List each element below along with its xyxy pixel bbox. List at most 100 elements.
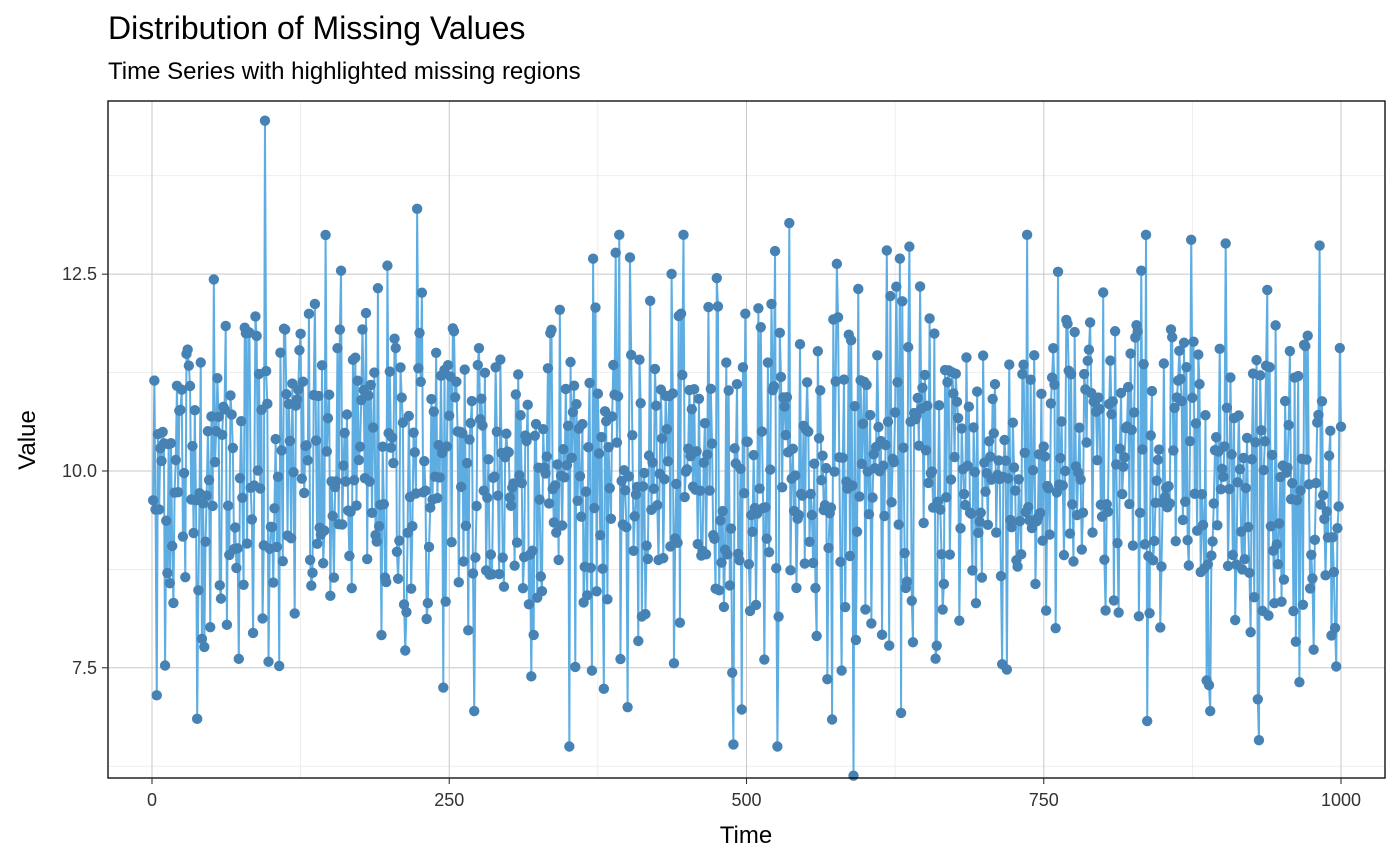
data-point xyxy=(407,521,418,532)
data-point xyxy=(1200,410,1211,421)
data-point xyxy=(420,485,431,496)
data-point xyxy=(1023,501,1034,513)
data-point xyxy=(1180,496,1191,507)
data-point xyxy=(1294,677,1305,688)
data-point xyxy=(562,420,574,432)
data-point xyxy=(750,599,762,611)
data-point xyxy=(817,450,828,461)
data-point xyxy=(448,326,460,337)
data-point xyxy=(237,492,248,503)
data-point xyxy=(303,308,315,320)
data-point xyxy=(1290,636,1302,647)
data-point xyxy=(950,368,961,380)
data-point xyxy=(937,604,948,615)
data-point xyxy=(252,465,264,476)
data-point xyxy=(570,661,581,673)
data-point xyxy=(363,390,374,401)
data-point xyxy=(1249,592,1260,603)
data-point xyxy=(790,470,801,481)
data-point xyxy=(1156,561,1167,572)
data-point xyxy=(637,481,649,492)
data-point xyxy=(1008,462,1020,473)
data-point xyxy=(805,488,816,500)
data-point xyxy=(581,590,593,601)
data-point xyxy=(876,629,888,640)
data-point xyxy=(294,345,305,356)
data-point xyxy=(759,654,770,665)
data-point xyxy=(987,393,998,405)
data-point xyxy=(912,392,923,404)
data-point xyxy=(903,341,914,353)
data-point xyxy=(1036,388,1047,400)
data-point xyxy=(497,552,508,563)
data-point xyxy=(1077,507,1089,518)
data-point xyxy=(929,328,940,339)
data-point xyxy=(1273,518,1285,529)
data-point xyxy=(806,509,818,521)
data-point xyxy=(1025,374,1036,385)
data-point xyxy=(811,630,822,642)
data-point xyxy=(995,570,1007,582)
data-point xyxy=(771,563,782,574)
data-point xyxy=(313,390,324,402)
data-point xyxy=(331,476,342,487)
data-point xyxy=(360,307,372,319)
data-point xyxy=(491,426,503,437)
y-axis-title: Value xyxy=(14,410,41,470)
data-point xyxy=(577,418,588,430)
data-point xyxy=(595,530,606,541)
data-point xyxy=(1227,549,1239,561)
data-point xyxy=(153,504,165,515)
data-point xyxy=(307,567,318,579)
data-point xyxy=(270,433,281,445)
data-point xyxy=(1142,715,1153,727)
data-point xyxy=(1251,354,1262,366)
data-point xyxy=(269,503,280,514)
data-point xyxy=(956,423,967,434)
data-point xyxy=(1214,343,1225,355)
data-point xyxy=(390,342,401,354)
data-point xyxy=(1139,539,1151,550)
data-point xyxy=(246,514,258,525)
data-point xyxy=(549,480,561,491)
data-point xyxy=(565,356,576,368)
data-point xyxy=(511,537,523,548)
data-point xyxy=(209,456,221,468)
data-point xyxy=(1284,345,1296,357)
data-point xyxy=(649,363,661,375)
data-point xyxy=(1100,605,1111,616)
data-point xyxy=(182,344,193,355)
data-point xyxy=(1291,495,1303,506)
data-point xyxy=(702,449,713,460)
data-point xyxy=(1151,475,1162,486)
data-point xyxy=(1030,578,1041,590)
data-point xyxy=(503,447,514,458)
data-point xyxy=(167,540,178,552)
data-point xyxy=(1190,418,1202,429)
data-point xyxy=(205,621,216,633)
data-point xyxy=(691,446,702,457)
data-point xyxy=(899,547,910,559)
data-point xyxy=(389,333,400,344)
data-point xyxy=(835,556,846,568)
data-point xyxy=(602,594,613,605)
data-point xyxy=(919,369,931,381)
data-point xyxy=(672,537,683,549)
data-point xyxy=(735,463,746,475)
data-point xyxy=(1164,498,1175,509)
data-point xyxy=(933,400,945,411)
data-point xyxy=(384,366,395,377)
data-point xyxy=(1206,550,1217,561)
data-point xyxy=(473,342,485,354)
data-point xyxy=(430,347,442,358)
data-point xyxy=(505,500,517,511)
data-point xyxy=(973,527,984,539)
data-point xyxy=(849,400,860,412)
data-point xyxy=(608,359,619,371)
data-point xyxy=(924,313,935,324)
data-point xyxy=(471,500,482,512)
data-point xyxy=(529,430,541,441)
data-point xyxy=(1145,430,1156,441)
data-point xyxy=(694,485,706,496)
data-point xyxy=(574,470,586,482)
